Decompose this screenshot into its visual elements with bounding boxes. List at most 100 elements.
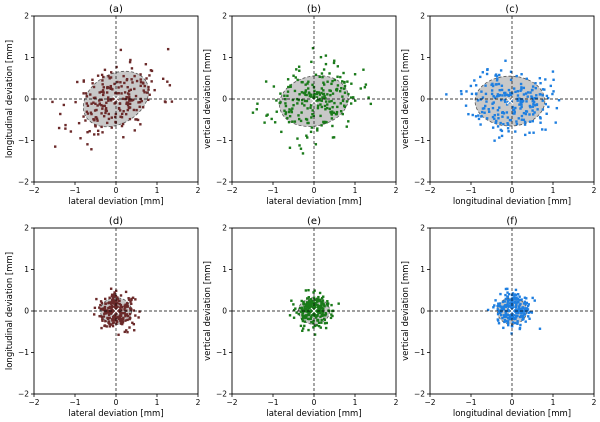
data-point <box>341 112 344 116</box>
data-point <box>524 92 528 95</box>
data-point <box>119 303 123 307</box>
data-point <box>494 83 498 86</box>
data-point <box>336 84 340 87</box>
data-point <box>480 110 484 114</box>
data-point <box>509 78 513 82</box>
data-point <box>506 287 509 291</box>
x-tick-label: 2 <box>592 398 597 407</box>
data-point <box>125 78 129 82</box>
data-point <box>106 86 109 89</box>
data-point <box>82 92 85 95</box>
data-point <box>369 102 373 106</box>
data-point <box>101 79 104 82</box>
data-point <box>318 324 321 328</box>
data-point <box>522 86 526 90</box>
data-point <box>129 307 133 310</box>
data-point <box>514 305 518 308</box>
data-point <box>127 106 131 110</box>
data-point <box>518 103 521 106</box>
data-point <box>316 314 319 318</box>
data-point <box>339 75 342 79</box>
data-point <box>100 98 103 101</box>
data-point <box>331 110 334 113</box>
data-point <box>544 102 548 106</box>
data-point <box>343 84 347 88</box>
data-point <box>316 104 320 107</box>
data-point <box>526 304 530 308</box>
data-point <box>469 84 473 88</box>
data-point <box>518 303 521 307</box>
data-point <box>342 71 345 75</box>
data-point <box>520 298 523 301</box>
data-point <box>486 68 489 71</box>
data-point <box>324 314 327 317</box>
data-point <box>507 292 511 296</box>
data-point <box>523 123 527 126</box>
data-point <box>79 137 82 140</box>
data-point <box>493 304 496 307</box>
data-point <box>483 111 486 114</box>
data-point <box>132 322 136 326</box>
data-point <box>487 107 490 111</box>
data-point <box>284 112 287 116</box>
data-point <box>347 92 350 96</box>
data-point <box>126 330 129 334</box>
data-point <box>318 298 322 301</box>
x-tick-label: −2 <box>28 398 39 407</box>
data-point <box>126 103 130 107</box>
data-point <box>500 84 504 87</box>
data-point <box>104 312 108 315</box>
data-point <box>520 118 524 121</box>
data-point <box>511 321 515 324</box>
data-point <box>320 72 324 75</box>
data-point <box>286 94 289 98</box>
data-point <box>121 318 124 321</box>
data-point <box>464 104 468 107</box>
data-point <box>497 117 500 120</box>
data-point <box>516 322 519 325</box>
data-point <box>288 314 292 317</box>
data-point <box>493 114 496 117</box>
y-axis-label: longitudinal deviation [mm] <box>5 252 15 370</box>
data-point <box>117 333 120 336</box>
data-point <box>501 306 504 309</box>
data-point <box>314 303 318 306</box>
data-point <box>533 104 537 107</box>
data-point <box>515 122 519 126</box>
data-point <box>51 100 54 104</box>
panel-title: (e) <box>307 216 321 227</box>
data-point <box>330 112 333 115</box>
data-point <box>145 91 149 94</box>
x-tick-label: 1 <box>551 398 556 407</box>
data-point <box>124 314 127 318</box>
data-point <box>110 323 113 326</box>
data-point <box>136 118 140 122</box>
data-point <box>54 145 57 148</box>
panel-c: (c) −2 −1 0 1 2 −2 −1 0 1 2 longitudinal deviation … <box>401 4 597 207</box>
data-point <box>307 80 310 83</box>
data-point <box>111 88 114 91</box>
y-axis-label: vertical deviation [mm] <box>401 49 411 149</box>
data-point <box>138 105 141 108</box>
data-point <box>298 93 301 96</box>
x-tick-label: −1 <box>69 186 80 195</box>
data-point <box>507 88 511 92</box>
data-point <box>296 78 299 82</box>
data-point <box>107 117 111 121</box>
data-point <box>110 126 113 129</box>
data-point <box>318 311 322 315</box>
data-point <box>339 110 343 113</box>
data-point <box>313 298 316 301</box>
data-point <box>512 87 516 90</box>
data-point <box>300 111 303 114</box>
y-tick-label: −2 <box>216 390 227 399</box>
data-point <box>306 301 309 304</box>
data-point <box>129 88 132 91</box>
data-point <box>89 93 92 96</box>
data-point <box>503 100 507 103</box>
y-tick-label: −2 <box>216 178 227 187</box>
data-point <box>506 313 509 316</box>
data-point <box>139 123 142 126</box>
data-point <box>311 83 314 87</box>
data-point <box>307 296 310 299</box>
